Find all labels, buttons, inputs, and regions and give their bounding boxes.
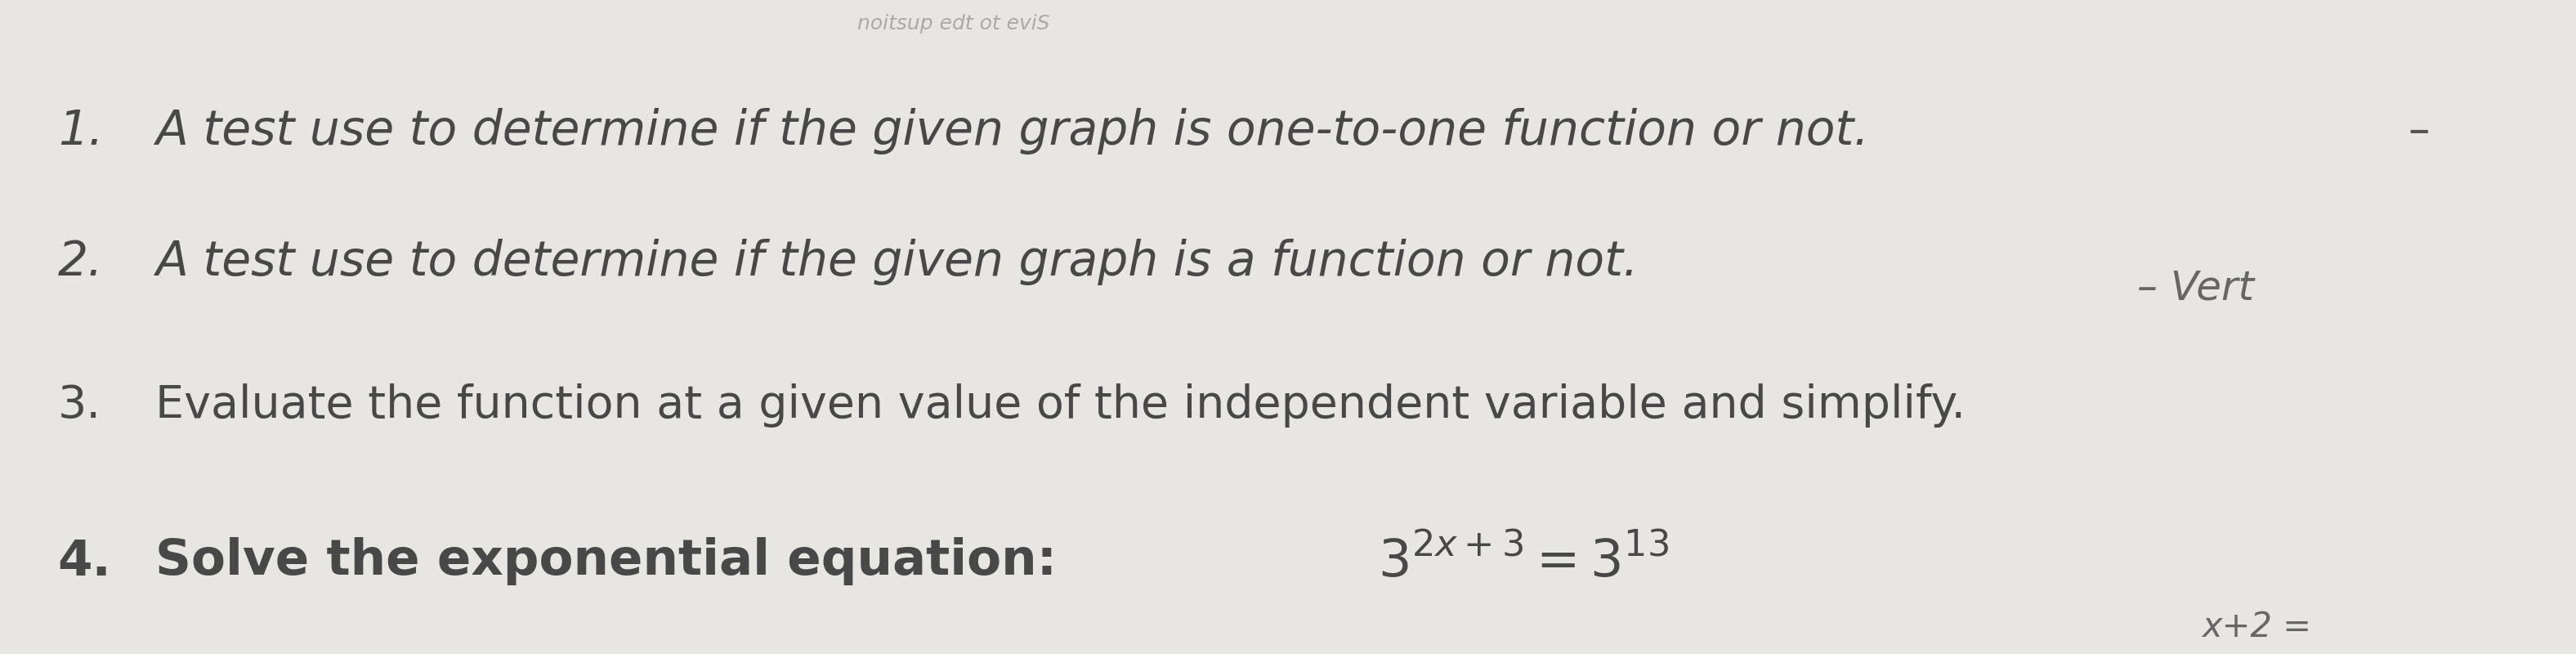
- Text: $3^{2x+3} = 3^{13}$: $3^{2x+3} = 3^{13}$: [1378, 536, 1669, 587]
- Text: noitsup edt ot eviS: noitsup edt ot eviS: [858, 14, 1048, 34]
- Text: –: –: [2409, 111, 2429, 153]
- Text: A test use to determine if the given graph is one-to-one function or not.: A test use to determine if the given gra…: [155, 108, 1870, 155]
- Text: Evaluate the function at a given value of the independent variable and simplify.: Evaluate the function at a given value o…: [155, 383, 1965, 427]
- Text: A test use to determine if the given graph is a function or not.: A test use to determine if the given gra…: [155, 239, 1638, 285]
- Text: x+2 =: x+2 =: [2202, 610, 2311, 644]
- Text: 2.: 2.: [57, 239, 103, 285]
- Text: 3.: 3.: [57, 383, 100, 427]
- Text: Solve the exponential equation:: Solve the exponential equation:: [155, 538, 1074, 586]
- Text: – Vert: – Vert: [2138, 268, 2254, 307]
- Text: 4.: 4.: [57, 538, 111, 586]
- Text: 1.: 1.: [57, 108, 103, 155]
